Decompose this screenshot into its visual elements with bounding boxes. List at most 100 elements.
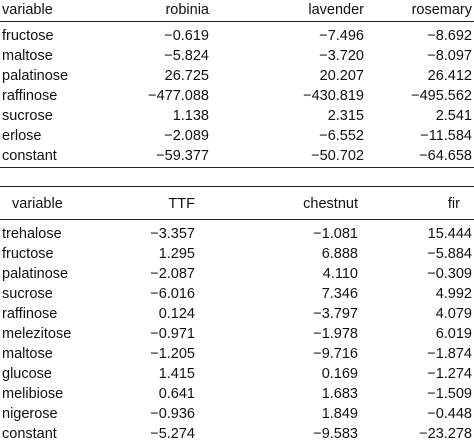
- value-cell: 26.725: [164, 68, 209, 84]
- variable-cell: constant: [2, 148, 57, 164]
- value-cell: 4.992: [435, 286, 472, 302]
- table-row: maltose −5.824 −3.720 −8.097: [0, 46, 474, 66]
- value-cell: −5.274: [150, 426, 195, 442]
- variable-cell: raffinose: [2, 306, 58, 322]
- value-cell: −430.819: [303, 88, 364, 104]
- value-cell: −2.089: [164, 128, 209, 144]
- variable-cell: nigerose: [2, 406, 58, 422]
- value-cell: −23.278: [419, 426, 472, 442]
- table-1-header: variable robinia lavender rosemary: [0, 0, 474, 20]
- value-cell: 20.207: [319, 68, 364, 84]
- variable-cell: melezitose: [2, 326, 72, 342]
- value-cell: 1.138: [172, 108, 209, 124]
- table-row: raffinose −477.088 −430.819 −495.562: [0, 86, 474, 106]
- value-cell: −495.562: [411, 88, 472, 104]
- table-row: sucrose −6.016 7.346 4.992: [0, 284, 474, 304]
- value-cell: 6.019: [435, 326, 472, 342]
- table-2-header-rule: [0, 219, 474, 220]
- value-cell: −0.309: [427, 266, 472, 282]
- value-cell: −1.205: [150, 346, 195, 362]
- value-cell: −0.936: [150, 406, 195, 422]
- value-cell: −3.797: [313, 306, 358, 322]
- value-cell: −0.619: [164, 28, 209, 44]
- table-row: sucrose 1.138 2.315 2.541: [0, 106, 474, 126]
- value-cell: −6.552: [319, 128, 364, 144]
- variable-cell: glucose: [2, 366, 52, 382]
- table-row: constant −5.274 −9.583 −23.278: [0, 424, 474, 444]
- value-cell: 4.079: [435, 306, 472, 322]
- value-cell: −5.884: [427, 246, 472, 262]
- value-cell: −477.088: [148, 88, 209, 104]
- value-cell: −7.496: [319, 28, 364, 44]
- value-cell: 2.315: [327, 108, 364, 124]
- variable-cell: raffinose: [2, 88, 58, 104]
- table-row: palatinose 26.725 20.207 26.412: [0, 66, 474, 86]
- value-cell: −6.016: [150, 286, 195, 302]
- header-variable: variable: [12, 196, 63, 212]
- value-cell: −1.274: [427, 366, 472, 382]
- value-cell: −1.978: [313, 326, 358, 342]
- variable-cell: sucrose: [2, 286, 53, 302]
- variable-cell: sucrose: [2, 108, 53, 124]
- value-cell: 1.683: [321, 386, 358, 402]
- table-2-header: variable TTF chestnut fir: [0, 194, 474, 214]
- table-row: fructose −0.619 −7.496 −8.692: [0, 26, 474, 46]
- header-chestnut: chestnut: [303, 196, 358, 212]
- value-cell: −11.584: [420, 128, 472, 144]
- value-cell: 6.888: [321, 246, 358, 262]
- value-cell: −0.448: [427, 406, 472, 422]
- value-cell: −9.583: [313, 426, 358, 442]
- header-variable: variable: [2, 2, 53, 18]
- variable-cell: maltose: [2, 48, 53, 64]
- header-fir: fir: [447, 196, 460, 212]
- value-cell: −9.716: [313, 346, 358, 362]
- value-cell: 7.346: [321, 286, 358, 302]
- table-row: melezitose −0.971 −1.978 6.019: [0, 324, 474, 344]
- table-row: glucose 1.415 0.169 −1.274: [0, 364, 474, 384]
- table-row: trehalose −3.357 −1.081 15.444: [0, 224, 474, 244]
- value-cell: 0.124: [158, 306, 195, 322]
- value-cell: 2.541: [435, 108, 472, 124]
- value-cell: −50.702: [311, 148, 364, 164]
- value-cell: −8.097: [427, 48, 472, 64]
- variable-cell: palatinose: [2, 68, 69, 84]
- header-rosemary: rosemary: [411, 2, 472, 18]
- value-cell: 4.110: [322, 266, 358, 282]
- table-row: nigerose −0.936 1.849 −0.448: [0, 404, 474, 424]
- table-row: palatinose −2.087 4.110 −0.309: [0, 264, 474, 284]
- variable-cell: constant: [2, 426, 57, 442]
- table-row: raffinose 0.124 −3.797 4.079: [0, 304, 474, 324]
- value-cell: 15.444: [427, 226, 472, 242]
- value-cell: 1.295: [158, 246, 195, 262]
- variable-cell: fructose: [2, 246, 54, 262]
- table-row: constant −59.377 −50.702 −64.658: [0, 146, 474, 166]
- header-lavender: lavender: [308, 2, 364, 18]
- variable-cell: erlose: [2, 128, 42, 144]
- variable-cell: melibiose: [2, 386, 64, 402]
- value-cell: −3.720: [319, 48, 364, 64]
- table-1-header-rule: [0, 21, 474, 22]
- value-cell: −2.087: [150, 266, 195, 282]
- variable-cell: maltose: [2, 346, 53, 362]
- value-cell: 0.169: [321, 366, 358, 382]
- variable-cell: fructose: [2, 28, 54, 44]
- value-cell: −5.824: [164, 48, 209, 64]
- table-1-bottom-rule: [0, 167, 474, 168]
- value-cell: 1.415: [158, 366, 195, 382]
- table-2-top-rule: [0, 186, 474, 187]
- value-cell: −3.357: [150, 226, 195, 242]
- value-cell: −1.081: [313, 226, 358, 242]
- variable-cell: trehalose: [2, 226, 62, 242]
- value-cell: −1.509: [427, 386, 472, 402]
- table-row: fructose 1.295 6.888 −5.884: [0, 244, 474, 264]
- value-cell: 1.849: [321, 406, 358, 422]
- value-cell: −0.971: [150, 326, 195, 342]
- header-ttf: TTF: [168, 196, 195, 212]
- variable-cell: palatinose: [2, 266, 69, 282]
- value-cell: 0.641: [158, 386, 195, 402]
- table-row: melibiose 0.641 1.683 −1.509: [0, 384, 474, 404]
- table-row: maltose −1.205 −9.716 −1.874: [0, 344, 474, 364]
- value-cell: 26.412: [427, 68, 472, 84]
- table-row: erlose −2.089 −6.552 −11.584: [0, 126, 474, 146]
- value-cell: −59.377: [156, 148, 209, 164]
